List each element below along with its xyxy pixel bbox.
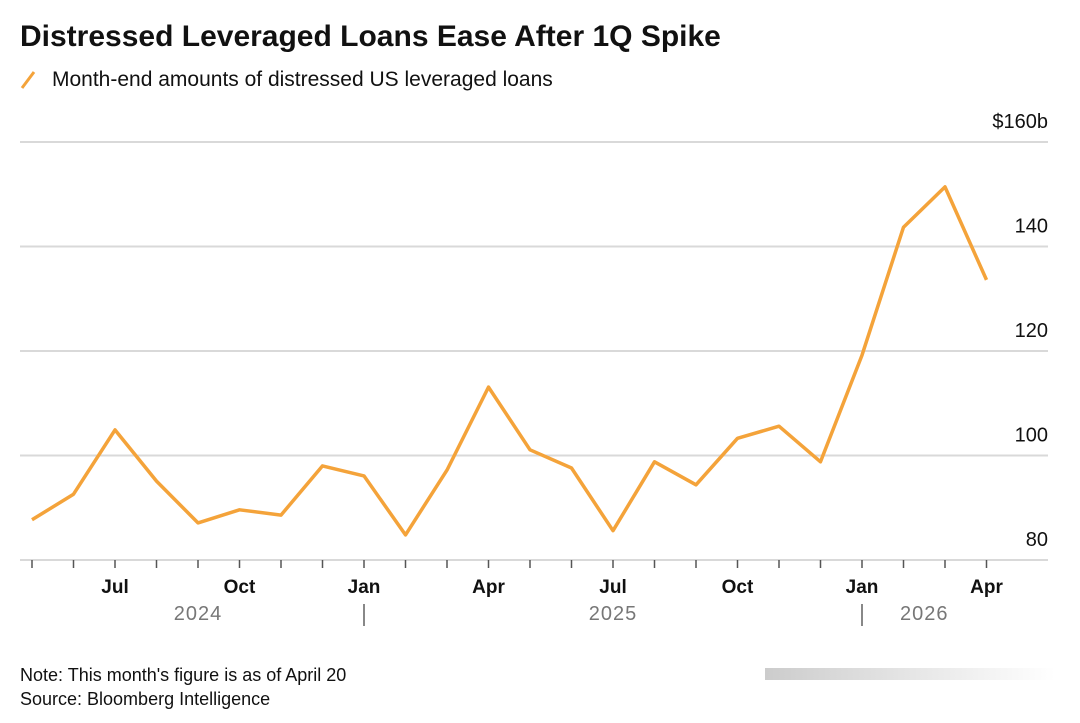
y-tick-label: $160b <box>992 111 1048 133</box>
x-tick-label: Apr <box>970 577 1003 598</box>
y-tick-label: 140 <box>1015 216 1048 238</box>
source: Source: Bloomberg Intelligence <box>20 689 270 709</box>
year-label: 2025 <box>589 603 638 625</box>
y-tick-label: 80 <box>1026 529 1048 551</box>
x-tick-label: Jan <box>348 577 381 598</box>
x-tick-label: Oct <box>722 577 754 598</box>
year-label: 2024 <box>174 603 223 625</box>
data-line <box>31 185 989 537</box>
x-tick-label: Oct <box>224 577 256 598</box>
watermark <box>765 668 1055 680</box>
chart-title: Distressed Leveraged Loans Ease After 1Q… <box>20 20 721 53</box>
x-tick-label: Jan <box>846 577 879 598</box>
x-tick-label: Jul <box>599 577 626 598</box>
legend-swatch <box>20 71 36 89</box>
x-tick-label: Jul <box>101 577 128 598</box>
legend-label: Month-end amounts of distressed US lever… <box>52 68 553 91</box>
y-tick-label: 100 <box>1015 425 1048 447</box>
year-label: 2026 <box>900 603 949 625</box>
note: Note: This month's figure is as of April… <box>20 665 346 685</box>
y-tick-label: 120 <box>1015 320 1048 342</box>
x-tick-label: Apr <box>472 577 505 598</box>
